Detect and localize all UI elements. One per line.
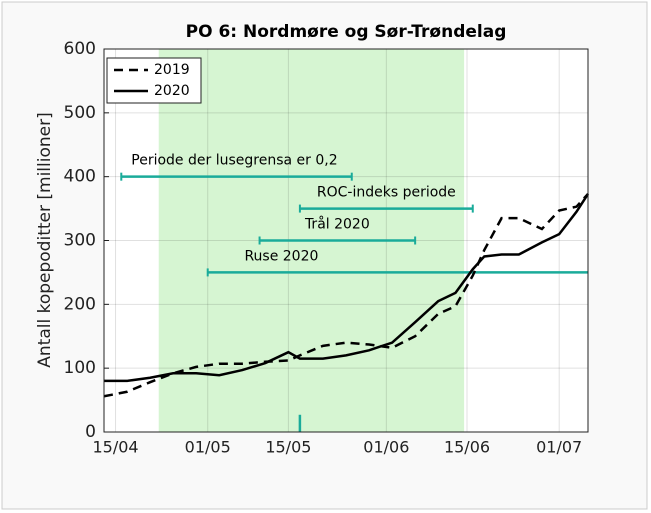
legend-box — [106, 57, 202, 104]
x-tick-label: 01/05 — [185, 438, 231, 457]
x-tick-label: 15/04 — [92, 438, 138, 457]
x-tick-label: 15/06 — [444, 438, 490, 457]
interval-label: ROC-indeks periode — [317, 185, 456, 201]
legend-label: 2020 — [154, 83, 190, 99]
x-tick-label: 01/06 — [363, 438, 409, 457]
legend-label: 2019 — [154, 62, 190, 78]
series-line — [103, 193, 589, 398]
chart-title: PO 6: Nordmøre og Sør-Trøndelag — [186, 22, 507, 42]
interval-label: Ruse 2020 — [244, 248, 318, 264]
interval-label: Trål 2020 — [304, 216, 370, 233]
y-tick-label: 400 — [64, 167, 96, 187]
y-tick-label: 200 — [64, 294, 96, 314]
plot-border — [103, 48, 589, 433]
interval-label: Periode der lusegrensa er 0,2 — [131, 153, 337, 169]
x-tick-label: 15/05 — [265, 438, 311, 457]
y-tick-label: 500 — [64, 103, 96, 123]
series-line — [104, 193, 590, 383]
y-axis-label: Antall kopepoditter [millioner] — [35, 112, 55, 367]
y-tick-label: 0 — [85, 422, 96, 442]
y-tick-label: 300 — [64, 231, 96, 251]
y-tick-label: 100 — [64, 358, 96, 378]
y-tick-label: 600 — [64, 39, 96, 59]
x-tick-label: 01/07 — [536, 438, 582, 457]
